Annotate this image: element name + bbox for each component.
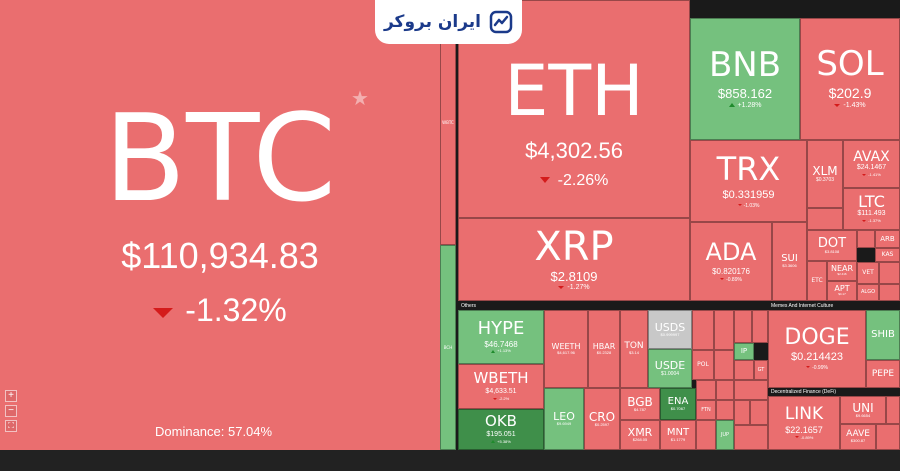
tile-hype[interactable]: HYPE $46.7468 +1.13% — [458, 310, 544, 364]
tile-dot[interactable]: DOT $3.8108 — [807, 230, 857, 261]
down-arrow-icon — [862, 219, 867, 222]
tile-misc-d2[interactable] — [876, 424, 900, 450]
zoom-fit-button[interactable]: ⛶ — [5, 420, 17, 432]
down-arrow-icon — [153, 307, 174, 318]
tile-avax[interactable]: AVAX $24.1467 -1.41% — [843, 140, 900, 188]
tile-ip[interactable]: IP — [734, 343, 754, 360]
tile-ftn[interactable]: FTN — [696, 400, 716, 420]
tile-btc[interactable]: BTC $110,934.83 -1.32% — [0, 0, 440, 450]
btc-price: $110,934.83 — [121, 235, 319, 277]
down-arrow-icon — [492, 397, 497, 400]
up-arrow-icon — [491, 349, 496, 353]
tile-wbeth[interactable]: WBETH $4,633.51 -2.2% — [458, 364, 544, 409]
tile-gt[interactable]: GT — [754, 360, 768, 380]
tile-ena[interactable]: ENA $0.7067 — [660, 388, 696, 420]
tile-misc-o10[interactable] — [696, 420, 716, 450]
tile-link[interactable]: LINK $22.1657 -0.89% — [768, 396, 840, 450]
tile-jup[interactable]: JUP — [716, 420, 734, 450]
chart-trend-icon — [489, 10, 513, 34]
down-arrow-icon — [558, 285, 565, 289]
tile-xmr[interactable]: XMR $268.05 — [620, 420, 660, 450]
tile-arb[interactable]: ARB — [875, 230, 900, 248]
tile-ltc[interactable]: LTC $111.493 -1.37% — [843, 188, 900, 230]
tile-hbar[interactable]: HBAR $0.2328 — [588, 310, 620, 388]
tile-vet[interactable]: VET — [857, 262, 879, 284]
down-arrow-icon — [720, 278, 725, 281]
dominance-label: Dominance: 57.04% — [155, 424, 273, 439]
tile-okb[interactable]: OKB $195.051 +5.38% — [458, 409, 544, 450]
tile-leo[interactable]: LEO $9.6949 — [544, 388, 584, 450]
zoom-in-button[interactable]: + — [5, 390, 17, 402]
down-arrow-icon — [806, 366, 811, 369]
tile-misc-o7[interactable] — [696, 380, 716, 400]
tile-misc-o1[interactable] — [692, 310, 714, 350]
tile-misc-o2[interactable] — [714, 310, 734, 350]
tile-misc-o12[interactable] — [734, 400, 750, 425]
down-arrow-icon — [794, 436, 799, 439]
brand-logo[interactable]: ایران بروکر — [375, 0, 522, 44]
tile-misc-b[interactable] — [879, 284, 900, 301]
tile-misc-o4[interactable] — [752, 310, 768, 343]
tile-shib[interactable]: SHIB — [866, 310, 900, 360]
btc-change: -1.32% — [153, 291, 287, 329]
down-arrow-icon — [834, 103, 841, 107]
tile-xrp[interactable]: XRP $2.8109 -1.27% — [458, 218, 690, 301]
up-arrow-icon — [728, 102, 735, 107]
tile-ton[interactable]: TON $3.14 — [620, 310, 648, 388]
tile-eth[interactable]: ETH $4,302.56 -2.26% — [458, 0, 690, 218]
tile-algo[interactable]: ALGO — [857, 284, 879, 301]
tile-bnb-minor[interactable] — [857, 230, 875, 248]
tile-cro[interactable]: CRO $0.2597 — [584, 388, 620, 450]
bottom-bar — [0, 450, 900, 471]
tile-misc-d1[interactable] — [886, 396, 900, 424]
tile-sol[interactable]: SOL $202.9 -1.43% — [800, 18, 900, 140]
tile-misc-o5[interactable] — [714, 350, 734, 380]
star-icon[interactable]: ★ — [351, 88, 369, 110]
tile-weeth[interactable]: WEETH $4,617.96 — [544, 310, 588, 388]
tile-misc-a[interactable] — [879, 262, 900, 284]
tile-doge[interactable]: DOGE $0.214423 -0.99% — [768, 310, 866, 388]
section-memes: Memes And Internet Culture — [768, 302, 900, 310]
brand-name: ایران بروکر — [383, 12, 482, 32]
btc-symbol: BTC — [103, 90, 337, 230]
tile-misc-o13[interactable] — [750, 400, 768, 425]
down-arrow-icon — [539, 177, 550, 184]
section-defi: Decentralized Finance (DeFi) — [768, 388, 900, 396]
tile-misc-o6[interactable] — [734, 360, 754, 380]
tile-uni[interactable]: UNI $9.6654 — [840, 396, 886, 424]
down-arrow-icon — [862, 173, 867, 176]
tile-misc-o14[interactable] — [734, 425, 768, 450]
tile-pepe[interactable]: PEPE — [866, 360, 900, 388]
tile-misc-o8[interactable] — [716, 380, 734, 400]
tile-xlm[interactable]: XLM $0.3703 — [807, 140, 843, 208]
tile-xlm-minor[interactable] — [807, 208, 843, 230]
tile-mnt[interactable]: MNT $1.1779 — [660, 420, 696, 450]
tile-usds[interactable]: USDS $0.999997 — [648, 310, 692, 349]
tile-bnb[interactable]: BNB $858.162 +1.28% — [690, 18, 800, 140]
up-arrow-icon — [491, 440, 496, 444]
tile-pol[interactable]: POL — [692, 350, 714, 380]
tile-aave[interactable]: AAVE $300.87 — [840, 424, 876, 450]
tile-misc-o3[interactable] — [734, 310, 752, 343]
tile-near[interactable]: NEAR $2.416 — [827, 261, 857, 281]
tile-bch[interactable]: BCH — [440, 245, 456, 450]
section-others: Others — [458, 302, 768, 310]
tile-misc-o9[interactable] — [716, 400, 734, 420]
tile-bgb[interactable]: BGB $4.787 — [620, 388, 660, 420]
tile-ada[interactable]: ADA $0.820176 -0.89% — [690, 222, 772, 301]
tile-kas[interactable]: KAS — [875, 248, 900, 262]
down-arrow-icon — [737, 204, 742, 207]
zoom-out-button[interactable]: − — [5, 405, 17, 417]
tile-etc[interactable]: ETC — [807, 261, 827, 301]
tile-usde[interactable]: USDE $1.0004 — [648, 349, 692, 388]
tile-apt[interactable]: APT $4.17 — [827, 281, 857, 301]
tile-wbtc[interactable]: WBTC — [440, 0, 456, 245]
tile-sui[interactable]: SUI $3.3606 — [772, 222, 807, 301]
tile-misc-o11[interactable] — [734, 380, 768, 400]
tile-trx[interactable]: TRX $0.331959 -1.03% — [690, 140, 807, 222]
